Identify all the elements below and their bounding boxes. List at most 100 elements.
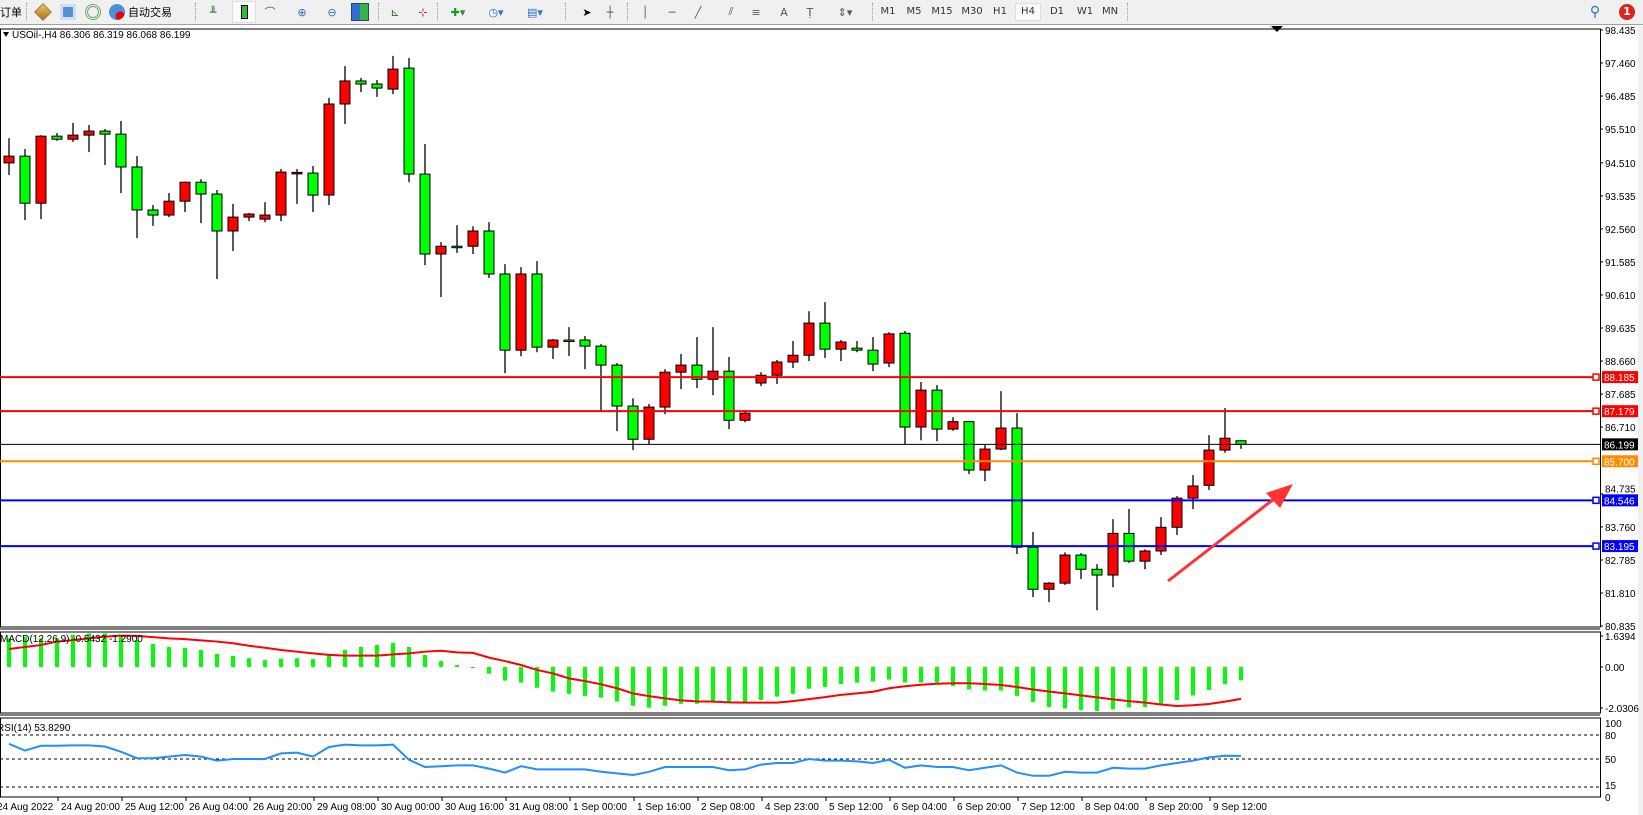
- candle-bearish: [851, 347, 863, 351]
- tile-windows-icon[interactable]: [350, 2, 370, 22]
- time-axis-label: 6 Sep 04:00: [893, 802, 947, 813]
- time-axis-label: 2 Sep 08:00: [701, 802, 755, 813]
- equidistant-channel-icon[interactable]: ⫽: [728, 5, 734, 18]
- timeframe-w1[interactable]: W1: [1076, 6, 1094, 17]
- horizontal-line-price-label: 84.546: [1604, 496, 1635, 507]
- time-axis-label: 26 Aug 20:00: [253, 802, 312, 813]
- candle-bullish: [163, 200, 175, 216]
- macd-histogram-bar: [1175, 667, 1179, 701]
- price-axis-label: 96.485: [1605, 92, 1636, 103]
- toolbar-separator: [1127, 3, 1129, 21]
- macd-histogram-bar: [743, 667, 747, 703]
- candle-bearish: [627, 405, 639, 440]
- arrows-dropdown[interactable]: ⇕▾: [837, 5, 853, 19]
- timeframe-d1[interactable]: D1: [1049, 6, 1065, 17]
- timeframe-h1[interactable]: H1: [993, 6, 1007, 17]
- macd-axis-label: 1.6394: [1605, 632, 1636, 643]
- price-label-bg: [1602, 438, 1638, 451]
- chart-shift-icon[interactable]: ⊾: [390, 5, 400, 19]
- new-order-button[interactable]: 订单: [0, 2, 22, 22]
- macd-histogram-bar: [919, 667, 923, 683]
- fibonacci-icon[interactable]: ≡: [751, 5, 761, 19]
- macd-histogram-bar: [1079, 667, 1083, 710]
- candlestick-chart-icon[interactable]: [232, 1, 256, 23]
- time-axis-label: 30 Aug 00:00: [381, 802, 440, 813]
- candle-bullish: [67, 134, 79, 140]
- macd-histogram-bar: [183, 647, 187, 667]
- toolbar-separator: [437, 3, 439, 21]
- periods-clock-dropdown[interactable]: ◷▾: [488, 5, 504, 19]
- candle-bearish: [307, 172, 319, 196]
- macd-histogram-bar: [711, 667, 715, 702]
- macd-histogram-bar: [1015, 667, 1019, 696]
- text-label-icon[interactable]: Ṭ: [806, 5, 814, 19]
- horizontal-line-handle[interactable]: [1592, 407, 1600, 415]
- timeframe-m30[interactable]: M30: [961, 6, 983, 17]
- candle-bearish: [99, 130, 111, 135]
- macd-histogram-bar: [199, 649, 203, 667]
- zoom-out-icon[interactable]: ⊖: [327, 5, 337, 19]
- vertical-line-icon[interactable]: │: [641, 5, 649, 19]
- macd-histogram-bar: [1191, 667, 1195, 696]
- timeframe-m5[interactable]: M5: [906, 6, 922, 17]
- text-icon[interactable]: A: [780, 5, 788, 19]
- candle-bullish: [755, 374, 767, 384]
- auto-scroll-icon[interactable]: ⊹: [418, 5, 428, 19]
- candle-bearish: [355, 80, 367, 85]
- auto-trading-button[interactable]: 自动交易: [109, 2, 189, 22]
- time-axis-label: 7 Sep 12:00: [1021, 802, 1075, 813]
- candle-bullish: [659, 371, 671, 408]
- notifications-button[interactable]: 1: [1614, 2, 1640, 22]
- trend-arrow[interactable]: [1167, 490, 1284, 583]
- candle-bearish: [963, 421, 975, 471]
- rsi-header: RSI(14) 53.8290: [0, 723, 71, 734]
- bar-chart-icon[interactable]: ╨: [209, 5, 217, 19]
- right-scroll-edge[interactable]: [1638, 26, 1643, 815]
- price-axis-label: 94.510: [1605, 159, 1636, 170]
- notification-badge: 1: [1619, 4, 1635, 20]
- macd-histogram-bar: [87, 633, 91, 667]
- candle-bullish: [995, 427, 1007, 450]
- timeframe-m15[interactable]: M15: [931, 6, 953, 17]
- zoom-in-icon[interactable]: ⊕: [297, 5, 307, 19]
- macd-histogram-bar: [503, 667, 507, 681]
- macd-histogram-bar: [39, 638, 43, 667]
- horizontal-line-icon[interactable]: ─: [668, 5, 676, 19]
- trend-arrow-head-icon: [1266, 484, 1293, 508]
- search-icon[interactable]: ⚲: [1589, 4, 1601, 20]
- trendline-icon[interactable]: ╱: [694, 5, 702, 19]
- candle-bullish: [515, 273, 527, 351]
- price-label-bg: [1602, 371, 1638, 384]
- candle-bearish: [1235, 440, 1247, 445]
- macd-histogram-bar: [823, 667, 827, 688]
- macd-histogram-bar: [615, 667, 619, 702]
- timeframe-mn[interactable]: MN: [1101, 6, 1119, 17]
- horizontal-line-handle[interactable]: [1592, 373, 1600, 381]
- time-axis-label: 1 Sep 16:00: [637, 802, 691, 813]
- timeframe-m1[interactable]: M1: [880, 6, 896, 17]
- toolbar-separator: [565, 3, 567, 21]
- cursor-icon[interactable]: ➤: [582, 5, 592, 19]
- time-axis-label: 31 Aug 08:00: [509, 802, 568, 813]
- candle-bullish: [1171, 497, 1183, 528]
- horizontal-line-handle[interactable]: [1592, 542, 1600, 550]
- horizontal-line-handle[interactable]: [1592, 496, 1600, 505]
- line-chart-icon[interactable]: ⌒: [264, 6, 276, 19]
- timeframe-h4[interactable]: H4: [1015, 3, 1041, 21]
- crosshair-icon[interactable]: ┼: [606, 5, 614, 19]
- candle-bullish: [35, 135, 47, 204]
- macd-histogram-bar: [247, 658, 251, 667]
- horizontal-line-handle[interactable]: [1592, 457, 1600, 466]
- templates-dropdown[interactable]: ▤▾: [527, 5, 543, 19]
- candle-bearish: [51, 135, 63, 140]
- navigator-signal-icon[interactable]: [83, 2, 103, 22]
- candle-bearish: [19, 155, 31, 204]
- new-chart-dropdown[interactable]: ✚▾: [450, 5, 466, 19]
- chart-shift-marker-icon[interactable]: [1271, 26, 1283, 32]
- data-window-icon[interactable]: [58, 2, 78, 22]
- time-axis-label: 26 Aug 04:00: [189, 802, 248, 813]
- horizontal-line-price-label: 83.195: [1604, 542, 1635, 553]
- macd-histogram-bar: [1111, 667, 1115, 710]
- chart-menu-triangle-icon[interactable]: [3, 32, 9, 37]
